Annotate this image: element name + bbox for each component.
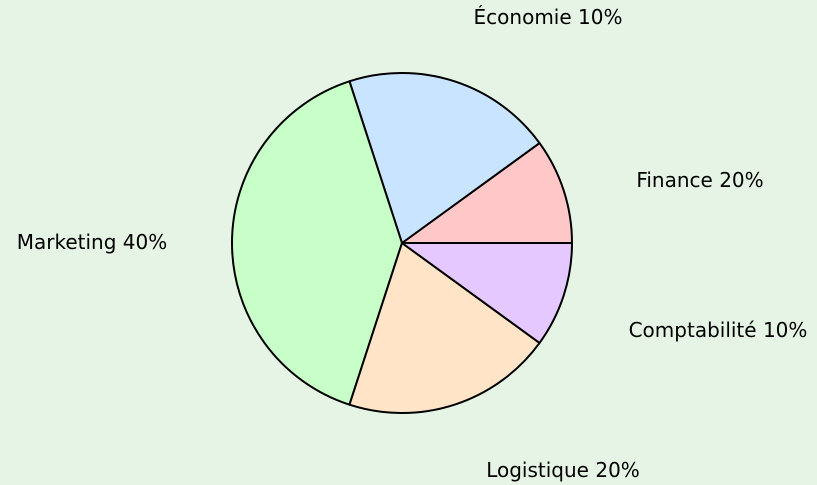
slice-name: Logistique bbox=[486, 458, 589, 482]
slice-name: Comptabilité bbox=[629, 318, 757, 342]
slice-label: Marketing 40% bbox=[17, 230, 168, 254]
pie-slice bbox=[348, 72, 541, 244]
slice-value: 10% bbox=[763, 318, 807, 342]
pie-slice bbox=[348, 242, 541, 414]
slice-label: Finance 20% bbox=[636, 168, 763, 192]
slice-value: 40% bbox=[123, 230, 167, 254]
slice-value: 20% bbox=[719, 168, 763, 192]
slice-value: 10% bbox=[578, 5, 622, 29]
slice-name: Finance bbox=[636, 168, 713, 192]
pie-slice bbox=[401, 242, 573, 344]
slice-name: Marketing bbox=[17, 230, 117, 254]
slice-name: Économie bbox=[474, 5, 572, 29]
slice-label: Économie 10% bbox=[474, 5, 623, 29]
slice-value: 20% bbox=[595, 458, 639, 482]
slice-label: Logistique 20% bbox=[486, 458, 640, 482]
pie-slice bbox=[230, 80, 403, 406]
pie-slice bbox=[401, 142, 573, 244]
slice-label: Comptabilité 10% bbox=[629, 318, 808, 342]
